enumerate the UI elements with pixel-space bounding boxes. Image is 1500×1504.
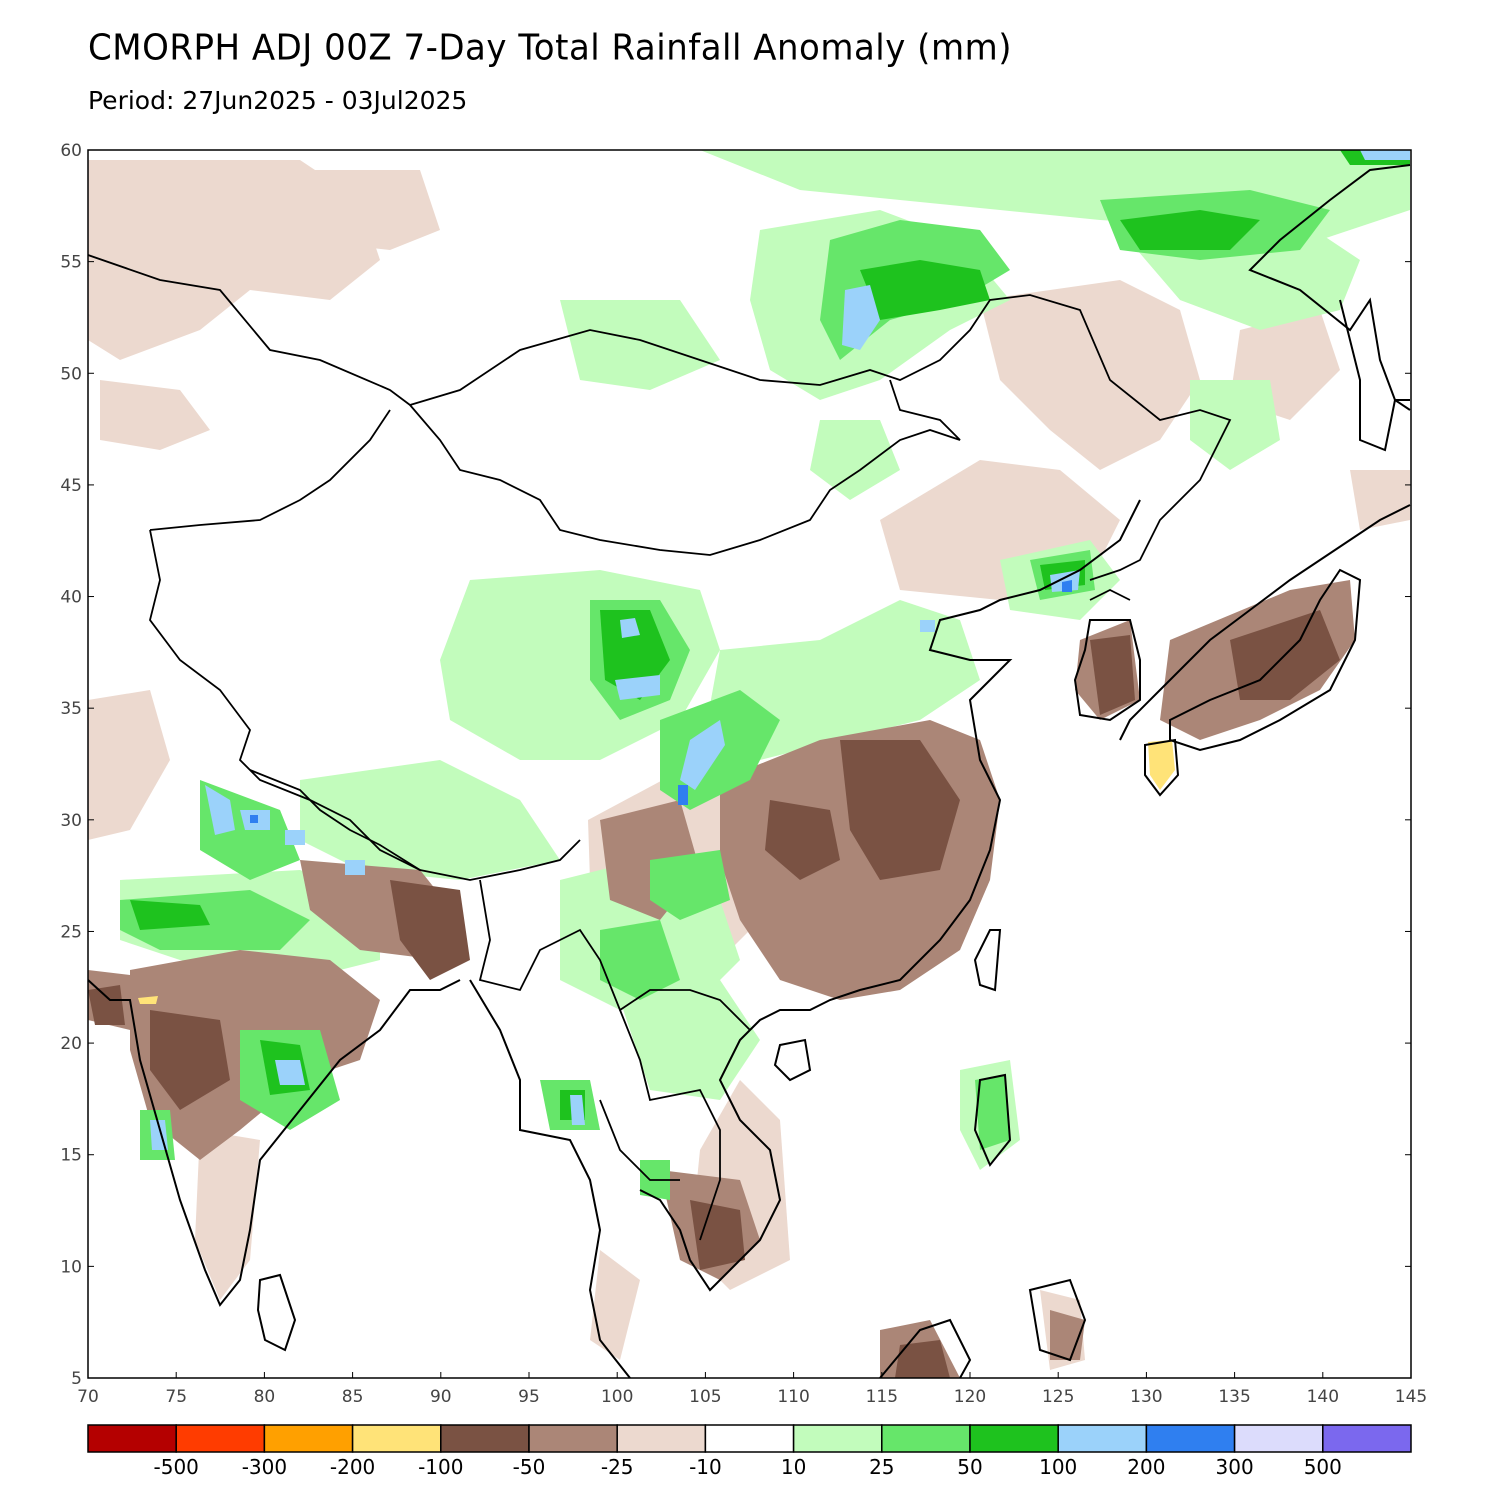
lat-tick-label: 45: [60, 476, 82, 496]
legend-swatch: [175, 1424, 266, 1453]
lon-tick-label: 90: [430, 1387, 452, 1407]
legend-swatch: [440, 1424, 530, 1453]
lon-tick-label: 95: [518, 1387, 540, 1407]
latitude-axis: 60 55 50 45 40 35 30 25 20 15 10 5: [60, 141, 1411, 1389]
lat-tick-label: 50: [60, 364, 82, 384]
lon-tick-label: 125: [1042, 1387, 1074, 1407]
legend-swatch: [881, 1424, 971, 1453]
legend-swatch: [1233, 1424, 1324, 1453]
lon-tick-label: 135: [1218, 1387, 1250, 1407]
legend-label: 300: [1216, 1455, 1254, 1479]
legend-label: -200: [330, 1455, 375, 1479]
lon-tick-label: 145: [1395, 1387, 1427, 1407]
lon-tick-label: 110: [777, 1387, 809, 1407]
legend-label: -10: [689, 1455, 722, 1479]
legend-swatch: [616, 1424, 707, 1453]
period-subtitle: Period: 27Jun2025 - 03Jul2025: [88, 86, 468, 115]
legend-label: -500: [154, 1455, 199, 1479]
coastlines: [88, 164, 1411, 1378]
lon-tick-label: 70: [77, 1387, 99, 1407]
lon-tick-label: 130: [1130, 1387, 1162, 1407]
lat-tick-label: 20: [60, 1034, 82, 1054]
lon-tick-label: 105: [689, 1387, 721, 1407]
lat-tick-label: 60: [60, 141, 82, 161]
lon-tick-label: 100: [601, 1387, 633, 1407]
longitude-axis: 70 75 80 85 90 95 100 105 110 115 120 125 130 135 140 1…: [77, 1372, 1427, 1407]
legend-swatch: [1145, 1424, 1236, 1453]
legend-label: 50: [957, 1455, 982, 1479]
chart-title: CMORPH ADJ 00Z 7-Day Total Rainfall Anom…: [88, 27, 1012, 69]
lon-tick-label: 115: [866, 1387, 898, 1407]
anomaly-field: [88, 150, 1410, 1378]
legend-label: 100: [1039, 1455, 1077, 1479]
country-borders: [88, 254, 1232, 1241]
lat-tick-label: 10: [60, 1257, 82, 1277]
lon-tick-label: 75: [165, 1387, 187, 1407]
legend-label: 25: [869, 1455, 894, 1479]
lon-tick-label: 140: [1307, 1387, 1339, 1407]
legend-swatch: [1057, 1424, 1148, 1453]
lat-tick-label: 35: [60, 699, 82, 719]
lon-tick-label: 80: [254, 1387, 276, 1407]
legend-label: 500: [1304, 1455, 1342, 1479]
legend-swatch: [969, 1424, 1059, 1453]
legend-swatch: [704, 1424, 795, 1453]
lat-tick-label: 55: [60, 253, 82, 273]
legend-swatch: [528, 1424, 618, 1453]
lat-tick-label: 40: [60, 588, 82, 608]
legend-label: -50: [513, 1455, 546, 1479]
legend-swatch: [1322, 1424, 1412, 1453]
legend-label: -300: [242, 1455, 287, 1479]
legend-swatch: [351, 1424, 442, 1453]
legend-swatch: [792, 1424, 883, 1453]
legend-label: -100: [418, 1455, 463, 1479]
legend-label: 10: [781, 1455, 806, 1479]
legend-label: -25: [601, 1455, 634, 1479]
map-frame: [87, 149, 1412, 1379]
lat-tick-label: 15: [60, 1146, 82, 1166]
dry-strong-areas: [88, 610, 1340, 1378]
lon-tick-label: 85: [342, 1387, 364, 1407]
dry-extreme-areas: [138, 740, 1175, 1004]
wet-extreme-areas: [250, 580, 1072, 823]
legend-swatch: [263, 1424, 354, 1453]
wet-heavy-areas: [150, 150, 1410, 1150]
lat-tick-label: 30: [60, 811, 82, 831]
lat-tick-label: 25: [60, 922, 82, 942]
legend-swatch: [87, 1424, 177, 1453]
lat-tick-label: 5: [71, 1369, 82, 1389]
legend-label: 200: [1127, 1455, 1165, 1479]
lon-tick-label: 120: [954, 1387, 986, 1407]
color-legend: -500 -300 -200 -100 -50 -25 -10 10 25 50 100 200 300…: [87, 1424, 1412, 1479]
